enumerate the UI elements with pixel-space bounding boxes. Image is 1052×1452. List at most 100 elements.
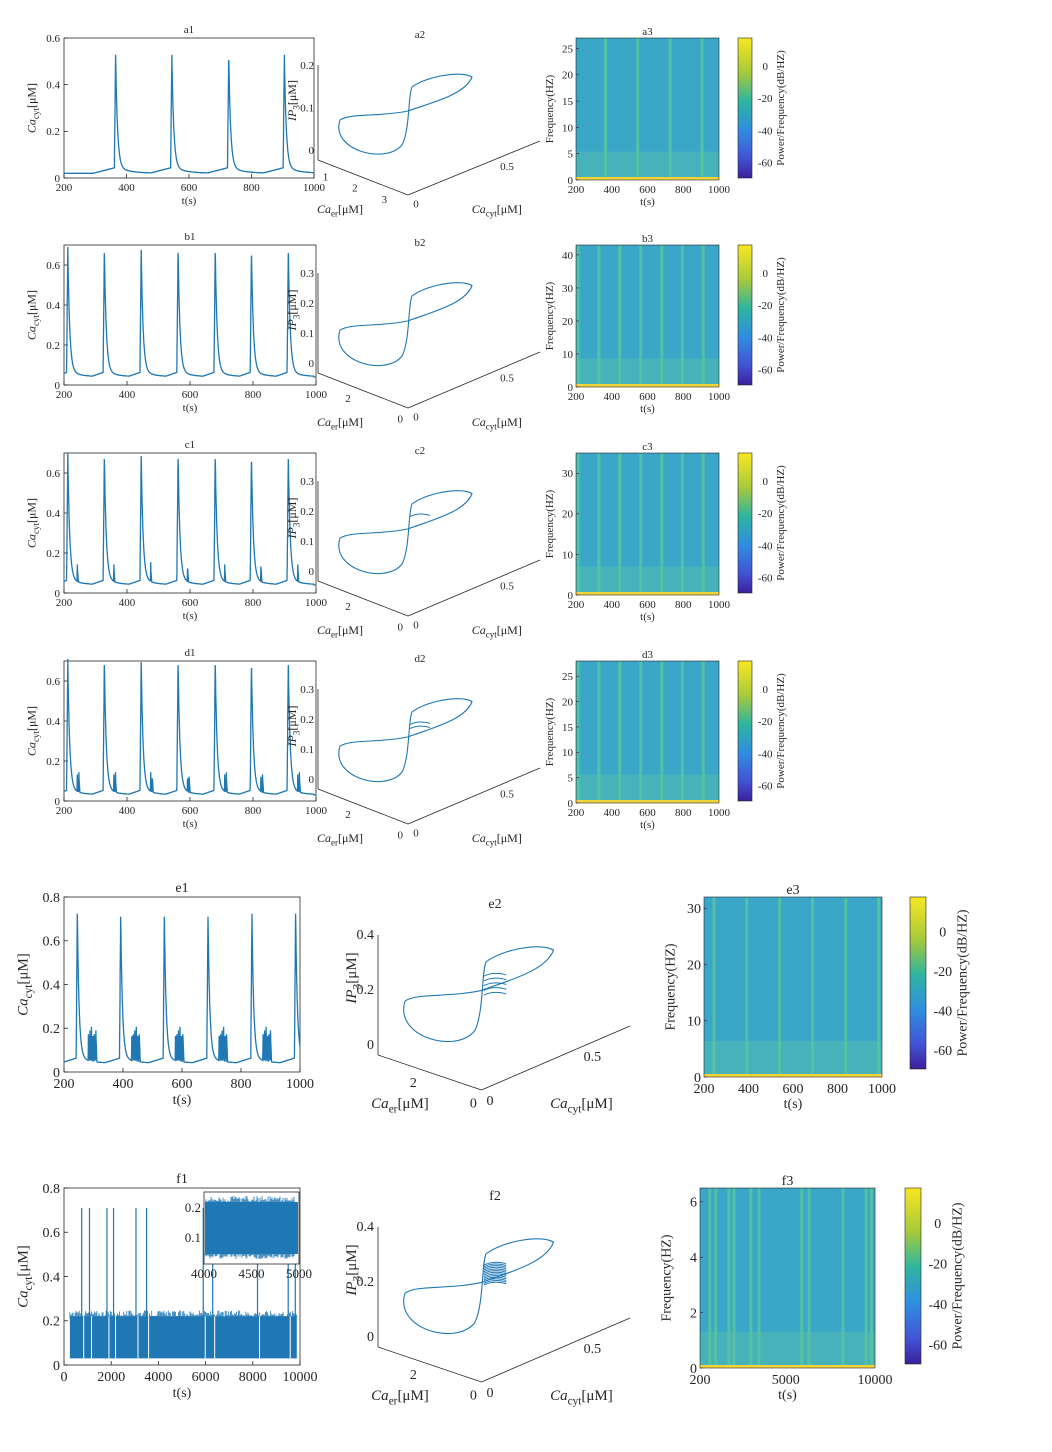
x-tick-label: 600 [182, 805, 199, 817]
colorbar-tick-label: -40 [758, 748, 773, 760]
y-axis-label: Cacyt[μM] [16, 953, 35, 1016]
phase-portrait-e2: e2 0 0.2 0.4 IP3[μM] 0 2 Caer[μM] 0 0.5 Cacyt[μM] [344, 897, 631, 1116]
y-tick-label: 0.6 [46, 676, 60, 688]
vertical-band [749, 1188, 753, 1368]
x-tick-label: 800 [231, 1077, 252, 1092]
er-axis [317, 580, 409, 617]
z-tick-label: 0.3 [300, 684, 314, 696]
y-tick-label: 0.6 [46, 468, 60, 480]
vertical-band [639, 453, 643, 595]
colorbar-tick-label: -20 [758, 508, 773, 520]
panel-title: f1 [176, 1172, 188, 1187]
er-tick-label: 2 [345, 601, 351, 613]
colorbar-tick-label: 0 [762, 476, 768, 488]
sub-loop [483, 1275, 507, 1279]
colorbar-tick-label: -20 [928, 1258, 947, 1273]
vertical-band [877, 897, 881, 1077]
x-tick-label: 10000 [858, 1373, 893, 1388]
x-tick-label: 1000 [708, 599, 731, 611]
colorbar-e: 0 -20 -40 -60 Power/Frequency(dB/HZ) [909, 896, 971, 1070]
z-tick-label: 0.2 [357, 1275, 375, 1290]
x-tick-label: 0 [61, 1370, 68, 1385]
colorbar-tick-label: -60 [928, 1339, 947, 1354]
colorbar-scale [737, 244, 753, 386]
er-tick-label: 0 [470, 1388, 477, 1403]
x-tick-label: 200 [568, 807, 585, 819]
x-tick-label: 600 [639, 807, 656, 819]
z-tick-label: 0 [367, 1330, 374, 1345]
er-axis-label: Caer[μM] [317, 202, 363, 219]
cyt-tick-label: 0.5 [584, 1050, 602, 1065]
vertical-band [841, 1188, 845, 1368]
sub-loop [483, 1263, 507, 1268]
y-tick-label: 0.2 [43, 1022, 61, 1037]
colorbar-tick-label: 0 [939, 925, 946, 940]
colorbar-tick-label: -40 [928, 1298, 947, 1313]
y-tick-label: 0.4 [46, 300, 60, 312]
inset-x-tick-label: 4500 [239, 1266, 265, 1281]
attractor-curve [338, 698, 473, 782]
vertical-band [714, 1188, 718, 1368]
x-tick-label: 200 [54, 1077, 75, 1092]
panel-row-f: f10 2000 4000 6000 8000 1000000.20.40.60.8t(s… [16, 1172, 966, 1408]
z-tick-label: 0 [309, 566, 315, 578]
er-axis [377, 1346, 482, 1383]
colorbar-b: 0 -20 -40 -60 Power/Frequency(dB/HZ) [737, 244, 787, 386]
y-axis-label: Frequency(HZ) [664, 943, 679, 1030]
x-tick-label: 200 [56, 389, 73, 401]
y-tick-label: 0 [568, 798, 574, 810]
y-tick-label: 0.6 [46, 33, 60, 45]
y-tick-label: 0.6 [43, 935, 61, 950]
vertical-band [618, 453, 622, 595]
spectrogram-d3: d3 200 400 600 800 1000 0 5 10 15 20 25 t(s) Frequenc… [544, 649, 731, 831]
cyt-axis [481, 1025, 631, 1091]
cyt-tick-label: 0 [413, 827, 419, 839]
y-tick-label: 0.4 [46, 508, 60, 520]
colorbar-tick-label: -20 [758, 300, 773, 312]
timeseries-e1: e1 200 400 600 800 1000 0 0.2 0.4 0.6 0.8 t(s) Cacyt… [16, 881, 314, 1108]
colorbar-d: 0 -20 -40 -60 Power/Frequency(dB/HZ) [737, 660, 787, 802]
z-tick-label: 0 [309, 145, 315, 157]
z-axis-label: IP3[μM] [344, 1244, 364, 1296]
panel-title: a3 [642, 26, 653, 38]
x-tick-label: 1000 [708, 184, 731, 196]
panel-title: d3 [642, 649, 654, 661]
cyt-axis-label: Cacyt[μM] [550, 1388, 613, 1408]
panel-title: e3 [786, 883, 799, 898]
er-tick-label: 0 [397, 413, 403, 425]
cyt-axis-label: Cacyt[μM] [472, 202, 522, 219]
spectrogram-frame [575, 452, 720, 596]
plot-frame [63, 244, 317, 386]
timeseries-f1: f1 0 2000 4000 6000 8000 10000 0 0.2 0.4 0.6 0.8 t(s… [16, 1172, 318, 1401]
vertical-band [660, 245, 664, 387]
y-tick-label: 0 [55, 796, 61, 808]
panel-title: c2 [415, 445, 425, 457]
cyt-axis [481, 1317, 631, 1383]
y-tick-label: 30 [687, 902, 701, 917]
er-axis [317, 788, 409, 825]
x-tick-label: 800 [245, 597, 262, 609]
colorbar-tick-label: 0 [762, 268, 768, 280]
x-axis-label: t(s) [173, 1386, 192, 1401]
vertical-band [864, 1188, 868, 1368]
colorbar-label: Power/Frequency(dB/HZ) [775, 465, 787, 581]
y-axis-label: Frequency(HZ) [544, 697, 556, 766]
cyt-tick-label: 0.5 [500, 373, 514, 385]
z-tick-label: 0.2 [300, 506, 314, 518]
x-tick-label: 1000 [303, 182, 326, 194]
y-tick-label: 20 [562, 696, 574, 708]
attractor-curve [403, 946, 555, 1043]
y-tick-label: 20 [562, 509, 574, 521]
vertical-band [701, 245, 705, 387]
er-axis [317, 159, 409, 196]
panel-title: c3 [642, 441, 653, 453]
dc-band [576, 592, 719, 595]
y-tick-label: 0 [53, 1066, 60, 1081]
vertical-band [680, 661, 684, 803]
er-tick-label: 2 [410, 1076, 417, 1091]
noise-band [69, 1316, 298, 1359]
panel-title: c1 [185, 439, 195, 451]
